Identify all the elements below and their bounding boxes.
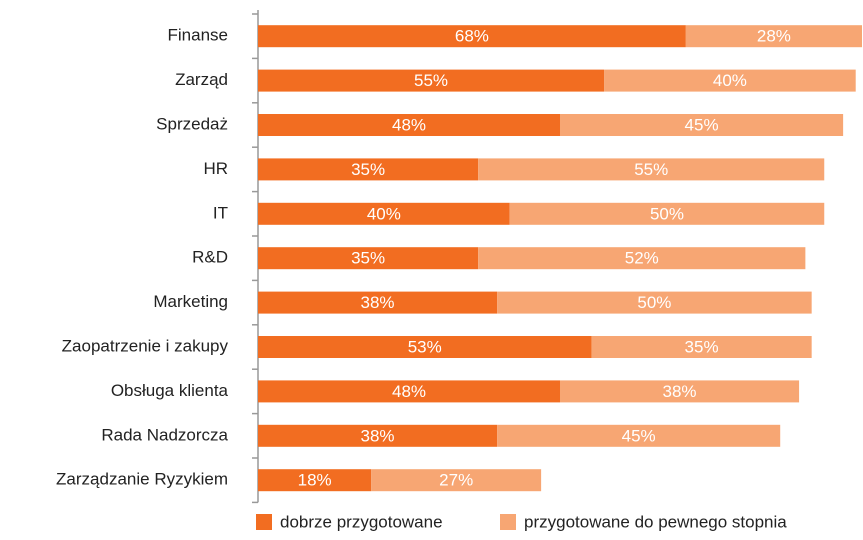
category-label: Marketing bbox=[153, 292, 228, 311]
category-label: Zarządzanie Ryzykiem bbox=[56, 470, 228, 489]
value-label: 48% bbox=[392, 382, 426, 401]
value-label: 38% bbox=[663, 382, 697, 401]
value-label: 48% bbox=[392, 115, 426, 134]
value-label: 35% bbox=[351, 160, 385, 179]
value-label: 52% bbox=[625, 249, 659, 268]
value-label: 35% bbox=[351, 249, 385, 268]
value-label: 28% bbox=[757, 27, 791, 46]
bar-segment bbox=[604, 69, 856, 92]
category-label: Sprzedaż bbox=[156, 114, 228, 133]
bar-segment bbox=[258, 202, 510, 225]
bar-segment bbox=[560, 380, 800, 403]
value-label: 55% bbox=[634, 160, 668, 179]
value-label: 35% bbox=[685, 337, 719, 356]
value-label: 38% bbox=[361, 293, 395, 312]
bar-segment bbox=[478, 247, 806, 270]
value-label: 40% bbox=[713, 71, 747, 90]
bar-segment bbox=[258, 247, 479, 270]
category-label: R&D bbox=[192, 248, 228, 267]
legend-swatch bbox=[256, 514, 272, 530]
value-label: 68% bbox=[455, 27, 489, 46]
value-label: 27% bbox=[439, 471, 473, 490]
value-label: 50% bbox=[650, 204, 684, 223]
bar-segment bbox=[371, 469, 542, 492]
bar-segment bbox=[258, 291, 498, 314]
category-label: Finanse bbox=[168, 26, 228, 45]
value-label: 40% bbox=[367, 204, 401, 223]
bar-segment bbox=[258, 424, 498, 447]
bar-segment bbox=[258, 380, 560, 403]
bar-segment bbox=[258, 69, 605, 92]
legend-label: dobrze przygotowane bbox=[280, 512, 443, 531]
category-label: Zarząd bbox=[175, 70, 228, 89]
value-label: 50% bbox=[637, 293, 671, 312]
bar-segment bbox=[560, 114, 844, 136]
value-label: 55% bbox=[414, 71, 448, 90]
value-label: 45% bbox=[685, 115, 719, 134]
value-label: 18% bbox=[298, 471, 332, 490]
category-label: Rada Nadzorcza bbox=[101, 425, 228, 444]
bar-segment bbox=[258, 469, 372, 492]
category-label: IT bbox=[213, 203, 228, 222]
bar-segment bbox=[478, 158, 825, 181]
value-label: 53% bbox=[408, 337, 442, 356]
category-label: Zaopatrzenie i zakupy bbox=[62, 336, 229, 355]
bar-segment bbox=[497, 291, 812, 314]
bar-segment bbox=[258, 336, 592, 358]
bar-segment bbox=[258, 25, 686, 48]
bar-segment bbox=[591, 336, 812, 358]
value-label: 45% bbox=[622, 426, 656, 445]
legend-label: przygotowane do pewnego stopnia bbox=[524, 512, 787, 531]
value-label: 38% bbox=[361, 426, 395, 445]
category-label: Obsługa klienta bbox=[111, 381, 229, 400]
bar-segment bbox=[685, 25, 862, 48]
bar-segment bbox=[509, 202, 825, 225]
bar-segment bbox=[497, 424, 781, 447]
legend-swatch bbox=[500, 514, 516, 530]
category-label: HR bbox=[203, 159, 228, 178]
bar-segment bbox=[258, 158, 479, 181]
bar-segment bbox=[258, 114, 560, 136]
